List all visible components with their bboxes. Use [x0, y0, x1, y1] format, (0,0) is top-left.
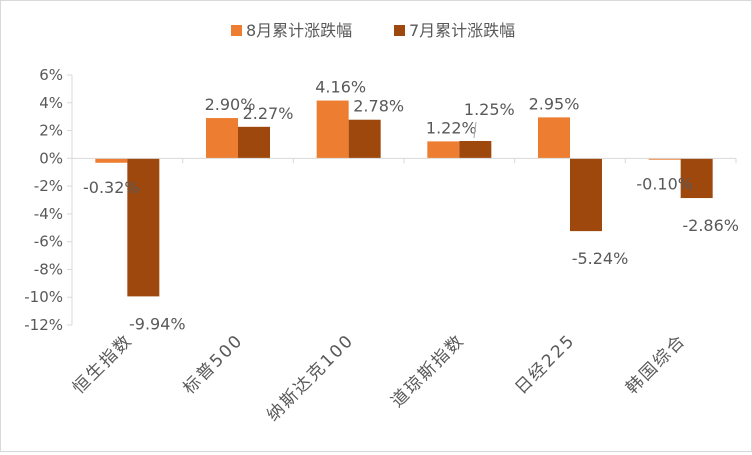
bar-jul — [680, 158, 713, 199]
x-category-label: 纳斯达克100 — [263, 330, 358, 425]
legend-label: 7月累计涨跌幅 — [409, 21, 515, 40]
bar-jul — [238, 126, 270, 159]
bar-aug — [427, 141, 460, 159]
data-label: -5.24% — [572, 249, 629, 268]
y-tick-label: -8% — [34, 260, 63, 278]
x-category-label: 日经225 — [511, 330, 579, 398]
data-label: 4.16% — [315, 78, 366, 97]
data-label: -0.10% — [636, 175, 693, 194]
data-label: -0.32% — [83, 178, 140, 197]
data-label: 2.78% — [353, 97, 404, 116]
label-leader-line — [473, 121, 477, 139]
legend-swatch — [231, 25, 242, 36]
data-label: -2.86% — [682, 216, 739, 235]
data-label: 2.27% — [243, 104, 294, 123]
x-category-label: 恒生指数 — [69, 330, 137, 398]
y-axis: 6% 4% 2% 0% -2% -4% -6% -8% -10% -12% — [24, 66, 73, 334]
x-category-label: 标普500 — [179, 330, 247, 398]
y-tick-label: -4% — [34, 205, 63, 223]
bar-aug — [95, 158, 128, 163]
legend-label: 8月累计涨跌幅 — [246, 21, 352, 40]
bars — [95, 100, 713, 297]
data-labels: -0.32% 2.90% 4.16% 1.22% 2.95% -0.10% -9.94% 2.… — [83, 78, 739, 334]
x-axis: 恒生指数 标普500 纳斯达克100 道琼斯指数 日经225 韩国综合 — [69, 330, 690, 425]
data-label: -9.94% — [129, 314, 186, 333]
y-tick-label: 0% — [39, 149, 63, 167]
legend-swatch — [394, 25, 405, 36]
legend: 8月累计涨跌幅 7月累计涨跌幅 — [231, 21, 515, 40]
bar-jul — [570, 158, 602, 232]
bar-jul — [459, 140, 492, 159]
y-tick-label: -12% — [24, 316, 63, 334]
bar-aug — [648, 158, 681, 160]
data-label: 2.95% — [529, 94, 580, 113]
y-tick-label: 2% — [39, 122, 63, 140]
y-tick-label: -10% — [24, 288, 63, 306]
zero-axis-line — [71, 157, 737, 164]
y-tick-label: 4% — [39, 94, 63, 112]
data-label: 1.25% — [464, 100, 515, 119]
x-category-label: 道琼斯指数 — [388, 330, 469, 411]
bar-jul — [127, 158, 160, 297]
bar-aug — [538, 117, 570, 159]
data-label: 1.22% — [426, 118, 477, 137]
bar-aug — [316, 100, 349, 159]
bar-aug — [206, 118, 238, 159]
bar-jul — [348, 119, 381, 159]
y-tick-label: -2% — [34, 177, 63, 195]
y-tick-label: 6% — [39, 66, 63, 84]
y-tick-label: -6% — [34, 233, 63, 251]
x-category-label: 韩国综合 — [622, 330, 690, 398]
data-label: 2.90% — [205, 95, 256, 114]
